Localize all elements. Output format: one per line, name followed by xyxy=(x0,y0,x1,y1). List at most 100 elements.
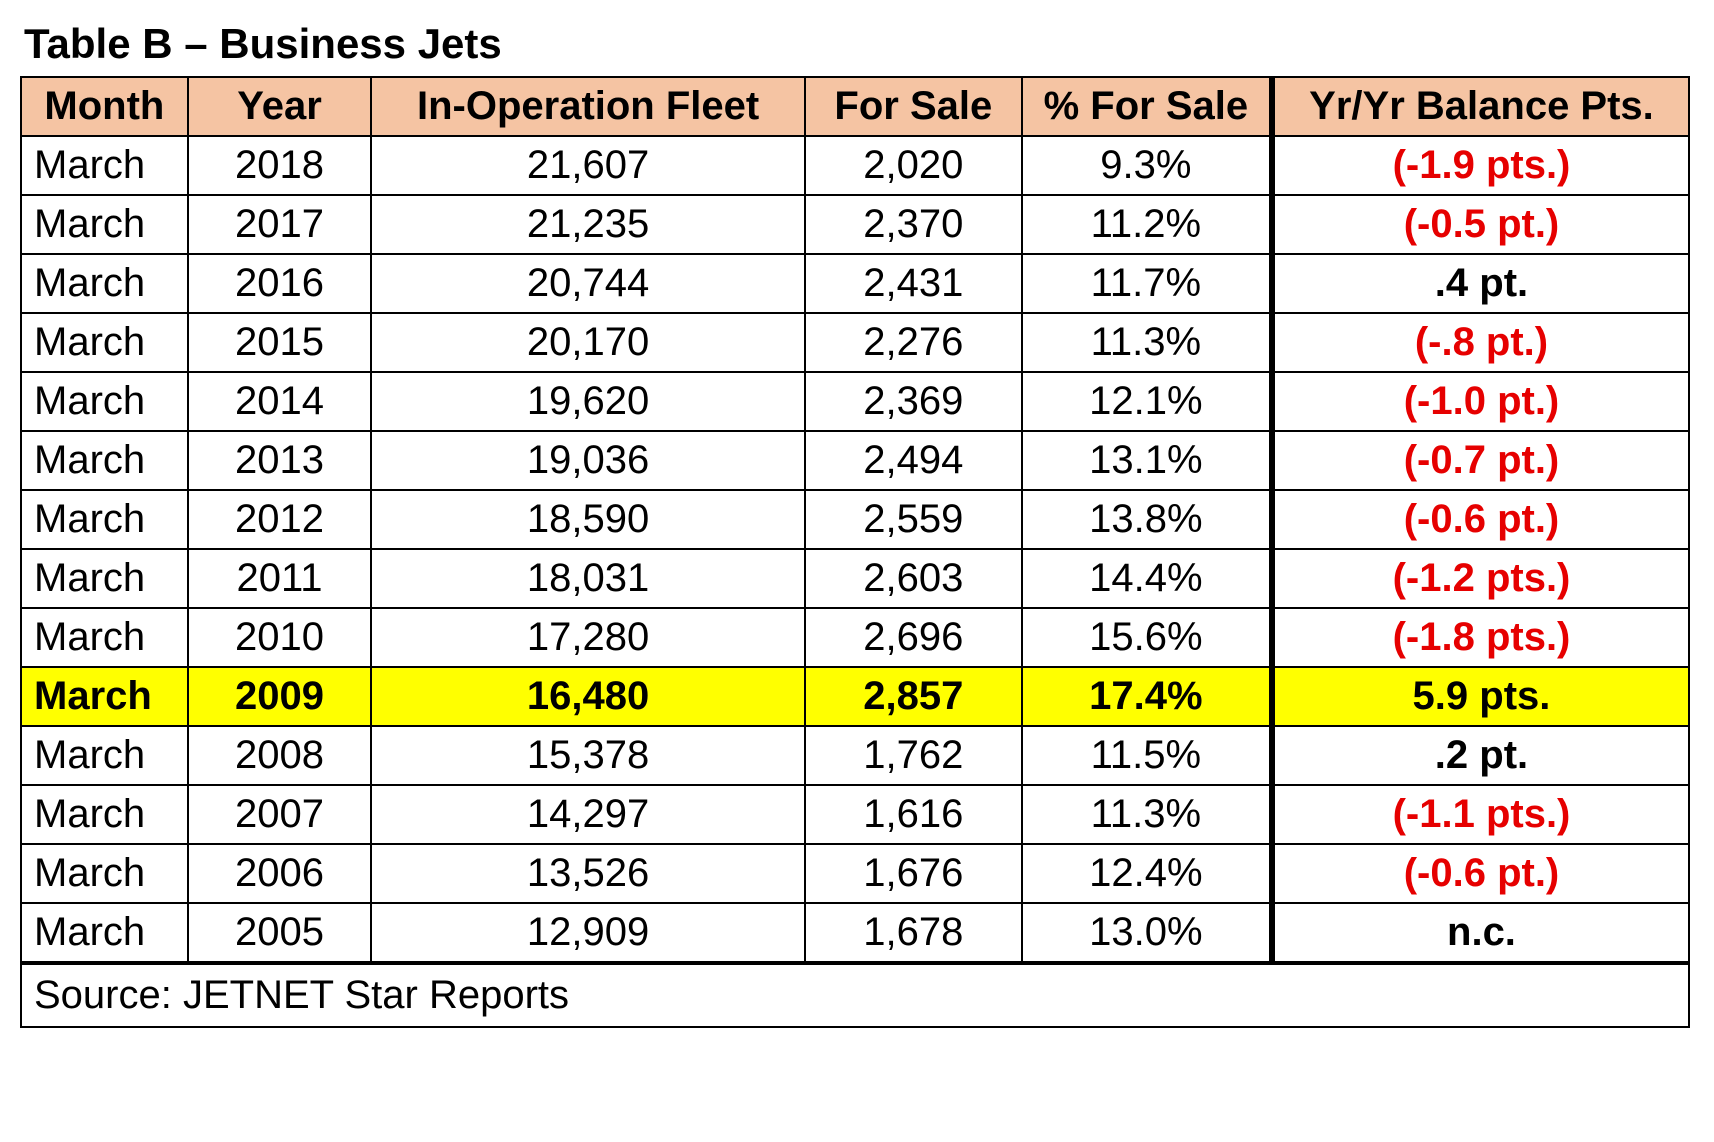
cell-pct: 11.2% xyxy=(1022,195,1272,254)
balance-value: (-0.5 pt.) xyxy=(1404,202,1560,246)
cell-year: 2008 xyxy=(188,726,371,785)
cell-year: 2007 xyxy=(188,785,371,844)
source-row: Source: JETNET Star Reports xyxy=(21,963,1689,1027)
cell-fleet: 18,590 xyxy=(371,490,805,549)
cell-fleet: 20,744 xyxy=(371,254,805,313)
col-fleet: In-Operation Fleet xyxy=(371,77,805,136)
header-row: Month Year In-Operation Fleet For Sale %… xyxy=(21,77,1689,136)
cell-balance: (-0.7 pt.) xyxy=(1272,431,1689,490)
cell-fleet: 20,170 xyxy=(371,313,805,372)
table-row: March201118,0312,60314.4%(-1.2 pts.) xyxy=(21,549,1689,608)
cell-pct: 11.3% xyxy=(1022,313,1272,372)
cell-for-sale: 2,431 xyxy=(805,254,1022,313)
balance-value: 5.9 pts. xyxy=(1413,674,1551,718)
cell-balance: .2 pt. xyxy=(1272,726,1689,785)
cell-pct: 13.1% xyxy=(1022,431,1272,490)
col-balance: Yr/Yr Balance Pts. xyxy=(1272,77,1689,136)
cell-pct: 14.4% xyxy=(1022,549,1272,608)
cell-pct: 11.7% xyxy=(1022,254,1272,313)
cell-pct: 11.5% xyxy=(1022,726,1272,785)
cell-month: March xyxy=(21,195,188,254)
cell-for-sale: 2,696 xyxy=(805,608,1022,667)
cell-balance: (-0.5 pt.) xyxy=(1272,195,1689,254)
cell-for-sale: 2,603 xyxy=(805,549,1022,608)
cell-fleet: 19,036 xyxy=(371,431,805,490)
cell-year: 2010 xyxy=(188,608,371,667)
col-year: Year xyxy=(188,77,371,136)
table-row: March200613,5261,67612.4%(-0.6 pt.) xyxy=(21,844,1689,903)
cell-month: March xyxy=(21,136,188,195)
cell-pct: 9.3% xyxy=(1022,136,1272,195)
cell-balance: (-1.2 pts.) xyxy=(1272,549,1689,608)
cell-year: 2012 xyxy=(188,490,371,549)
cell-fleet: 14,297 xyxy=(371,785,805,844)
cell-month: March xyxy=(21,785,188,844)
cell-year: 2018 xyxy=(188,136,371,195)
balance-value: (-.8 pt.) xyxy=(1415,320,1548,364)
cell-balance: (-.8 pt.) xyxy=(1272,313,1689,372)
cell-for-sale: 1,678 xyxy=(805,903,1022,963)
cell-fleet: 18,031 xyxy=(371,549,805,608)
cell-pct: 13.0% xyxy=(1022,903,1272,963)
col-month: Month xyxy=(21,77,188,136)
cell-month: March xyxy=(21,254,188,313)
cell-pct: 12.4% xyxy=(1022,844,1272,903)
cell-pct: 17.4% xyxy=(1022,667,1272,726)
cell-month: March xyxy=(21,726,188,785)
business-jets-table: Month Year In-Operation Fleet For Sale %… xyxy=(20,76,1690,1028)
cell-year: 2017 xyxy=(188,195,371,254)
cell-month: March xyxy=(21,431,188,490)
balance-value: (-1.8 pts.) xyxy=(1393,615,1571,659)
balance-value: (-1.9 pts.) xyxy=(1393,143,1571,187)
cell-for-sale: 2,559 xyxy=(805,490,1022,549)
cell-year: 2006 xyxy=(188,844,371,903)
cell-for-sale: 2,276 xyxy=(805,313,1022,372)
cell-balance: (-1.8 pts.) xyxy=(1272,608,1689,667)
table-row: March201821,6072,0209.3% (-1.9 pts.) xyxy=(21,136,1689,195)
cell-pct: 13.8% xyxy=(1022,490,1272,549)
table-row: March201017,2802,69615.6% (-1.8 pts.) xyxy=(21,608,1689,667)
cell-fleet: 21,607 xyxy=(371,136,805,195)
balance-value: (-0.6 pt.) xyxy=(1404,497,1560,541)
cell-for-sale: 2,857 xyxy=(805,667,1022,726)
cell-for-sale: 1,762 xyxy=(805,726,1022,785)
cell-pct: 11.3% xyxy=(1022,785,1272,844)
cell-month: March xyxy=(21,667,188,726)
table-row: March201620,7442,43111.7%.4 pt. xyxy=(21,254,1689,313)
cell-fleet: 21,235 xyxy=(371,195,805,254)
cell-balance: (-0.6 pt.) xyxy=(1272,490,1689,549)
table-row: March200815,3781,76211.5%.2 pt. xyxy=(21,726,1689,785)
cell-for-sale: 2,020 xyxy=(805,136,1022,195)
balance-value: n.c. xyxy=(1447,910,1516,954)
cell-balance: .4 pt. xyxy=(1272,254,1689,313)
cell-month: March xyxy=(21,844,188,903)
cell-month: March xyxy=(21,608,188,667)
balance-value: (-1.0 pt.) xyxy=(1404,379,1560,423)
balance-value: (-0.6 pt.) xyxy=(1404,851,1560,895)
cell-year: 2015 xyxy=(188,313,371,372)
cell-year: 2014 xyxy=(188,372,371,431)
source-cell: Source: JETNET Star Reports xyxy=(21,963,1689,1027)
cell-fleet: 17,280 xyxy=(371,608,805,667)
table-row: March201319,0362,49413.1%(-0.7 pt.) xyxy=(21,431,1689,490)
cell-balance: n.c. xyxy=(1272,903,1689,963)
cell-month: March xyxy=(21,490,188,549)
col-pct: % For Sale xyxy=(1022,77,1272,136)
cell-pct: 15.6% xyxy=(1022,608,1272,667)
cell-balance: (-1.9 pts.) xyxy=(1272,136,1689,195)
cell-balance: 5.9 pts. xyxy=(1272,667,1689,726)
table-row: March201520,1702,27611.3% (-.8 pt.) xyxy=(21,313,1689,372)
cell-balance: (-0.6 pt.) xyxy=(1272,844,1689,903)
cell-pct: 12.1% xyxy=(1022,372,1272,431)
cell-for-sale: 2,370 xyxy=(805,195,1022,254)
balance-value: (-1.1 pts.) xyxy=(1393,792,1571,836)
cell-balance: (-1.0 pt.) xyxy=(1272,372,1689,431)
balance-value: (-0.7 pt.) xyxy=(1404,438,1560,482)
cell-for-sale: 1,616 xyxy=(805,785,1022,844)
cell-fleet: 19,620 xyxy=(371,372,805,431)
cell-balance: (-1.1 pts.) xyxy=(1272,785,1689,844)
cell-month: March xyxy=(21,313,188,372)
table-row: March201721,2352,37011.2% (-0.5 pt.) xyxy=(21,195,1689,254)
cell-fleet: 16,480 xyxy=(371,667,805,726)
balance-value: .4 pt. xyxy=(1435,261,1528,305)
